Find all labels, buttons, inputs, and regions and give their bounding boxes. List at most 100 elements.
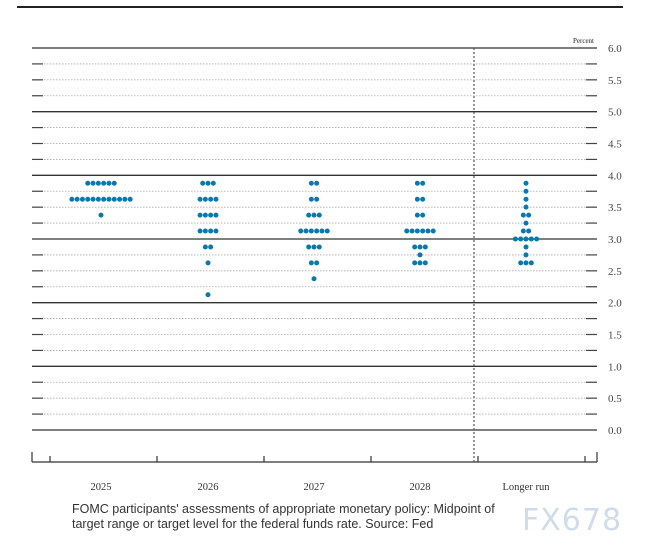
y-tick-label: 4.0: [608, 170, 622, 182]
dot: [306, 212, 312, 218]
dot-plot-chart: 0.0 0.5 1.0 1.5 2.0 2.5 3.0 3.5 4.0 4.5 5.0 5.5 6.0 P…: [31, 37, 622, 493]
dot: [314, 260, 320, 266]
dot: [523, 196, 529, 202]
dot: [425, 228, 431, 234]
dot: [111, 196, 117, 202]
y-tick-label: 2.5: [608, 266, 622, 278]
dot: [101, 196, 107, 202]
dot: [122, 196, 128, 202]
dot: [197, 196, 203, 202]
dot: [520, 228, 526, 234]
y-unit-label: Percent: [573, 37, 594, 45]
dot: [111, 180, 117, 186]
dot: [311, 276, 317, 282]
dot: [528, 236, 534, 242]
dot: [523, 188, 529, 194]
dot: [523, 236, 529, 242]
dot: [534, 236, 540, 242]
dot: [213, 228, 219, 234]
dot: [420, 180, 426, 186]
dot: [308, 260, 314, 266]
top-rule: [17, 6, 623, 8]
dot: [98, 212, 104, 218]
dot: [523, 180, 529, 186]
y-tick-label: 0.0: [608, 425, 622, 437]
dot: [412, 260, 418, 266]
watermark-logo: FX678: [522, 503, 623, 538]
dot: [200, 180, 206, 186]
dot: [422, 244, 428, 250]
y-tick-label: 6.0: [608, 43, 622, 55]
dot: [417, 244, 423, 250]
dot: [197, 228, 203, 234]
dot: [314, 228, 320, 234]
dot: [520, 212, 526, 218]
dot: [205, 180, 211, 186]
dot: [90, 180, 96, 186]
dot: [518, 236, 524, 242]
dot: [324, 228, 330, 234]
dot: [202, 196, 208, 202]
dot: [208, 196, 214, 202]
dot: [298, 228, 304, 234]
dot: [127, 196, 133, 202]
dot: [417, 260, 423, 266]
dot: [314, 196, 320, 202]
x-category-label: 2025: [91, 482, 112, 493]
x-category-label: 2027: [304, 482, 325, 493]
dot: [85, 196, 91, 202]
dot: [208, 228, 214, 234]
dot: [202, 212, 208, 218]
dot: [523, 220, 529, 226]
dot: [414, 180, 420, 186]
dot: [106, 180, 112, 186]
dot: [308, 228, 314, 234]
dot: [316, 244, 322, 250]
dot: [430, 228, 436, 234]
x-category-label: 2028: [410, 482, 431, 493]
dot: [311, 244, 317, 250]
dot: [518, 260, 524, 266]
dot: [202, 244, 208, 250]
dot: [95, 180, 101, 186]
dot: [90, 196, 96, 202]
dot: [101, 180, 107, 186]
dot: [526, 228, 532, 234]
dot: [213, 196, 219, 202]
y-tick-label: 5.5: [608, 75, 622, 87]
dot: [523, 204, 529, 210]
dot: [308, 196, 314, 202]
dot: [117, 196, 123, 202]
dot: [528, 260, 534, 266]
dot: [106, 196, 112, 202]
y-tick-label: 0.5: [608, 393, 622, 405]
dot: [308, 180, 314, 186]
dot: [208, 212, 214, 218]
dot: [420, 212, 426, 218]
dot: [314, 180, 320, 186]
dot: [404, 228, 410, 234]
y-tick-label: 4.5: [608, 139, 622, 151]
dot: [316, 212, 322, 218]
y-tick-label: 5.0: [608, 107, 622, 119]
dot: [523, 244, 529, 250]
dot: [79, 196, 85, 202]
dot: [202, 228, 208, 234]
dot: [306, 244, 312, 250]
dot: [523, 260, 529, 266]
dot: [197, 212, 203, 218]
x-category-label: Longer run: [503, 482, 551, 493]
dot: [409, 228, 415, 234]
dot: [74, 196, 80, 202]
dot: [69, 196, 75, 202]
y-tick-label: 3.0: [608, 234, 622, 246]
y-tick-label: 3.5: [608, 202, 622, 214]
dot: [526, 212, 532, 218]
dot: [417, 252, 423, 258]
dot: [205, 260, 211, 266]
dot: [420, 228, 426, 234]
dot: [210, 180, 216, 186]
dot: [414, 212, 420, 218]
dot: [319, 228, 325, 234]
dot: [213, 212, 219, 218]
